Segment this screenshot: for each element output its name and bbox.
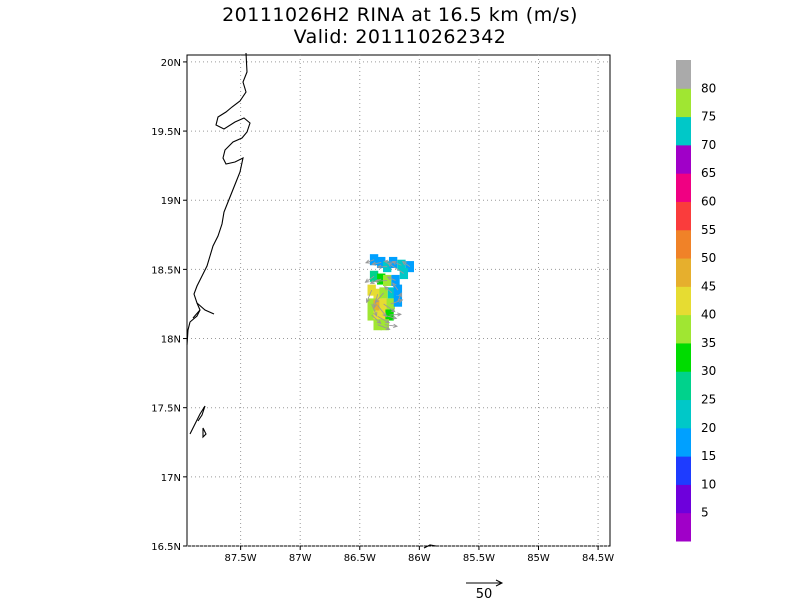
x-tick-label: 87W: [289, 553, 312, 564]
colorbar-segment: [676, 513, 691, 542]
colorbar-segment: [676, 173, 691, 202]
wind-speed-cell: [400, 268, 408, 279]
colorbar-segment: [676, 88, 691, 117]
colorbar-label: 40: [701, 308, 716, 322]
colorbar: 5 10 15 20 25 30 35 40 45 50 55 60 65 70 75 80: [676, 60, 716, 542]
colorbar-label: 65: [701, 166, 716, 180]
y-tick-label: 17.5N: [151, 404, 181, 415]
colorbar-label: 25: [701, 393, 716, 407]
colorbar-segment: [676, 484, 691, 513]
y-tick-label: 19N: [161, 196, 181, 207]
colorbar-segment: [676, 117, 691, 146]
y-tick-label: 19.5N: [151, 127, 181, 138]
colorbar-label: 75: [701, 110, 716, 124]
y-tick-label: 17N: [161, 473, 181, 484]
colorbar-label: 45: [701, 279, 716, 293]
coastline-cay: [203, 428, 206, 437]
colorbar-segment: [676, 400, 691, 429]
colorbar-label: 10: [701, 477, 716, 491]
wind-speed-cell: [387, 298, 395, 309]
coastline-bay: [193, 303, 214, 318]
colorbar-segment: [676, 286, 691, 315]
reference-vector-label: 50: [476, 587, 493, 600]
chart-title: 20111026H2 RINA at 16.5 km (m/s): [0, 4, 800, 26]
colorbar-segment: [676, 428, 691, 457]
y-tick-label: 20N: [161, 58, 181, 69]
x-tick-label: 87.5W: [225, 553, 257, 564]
chart-subtitle: Valid: 201110262342: [0, 26, 800, 48]
x-tick-label: 86W: [408, 553, 431, 564]
colorbar-label: 35: [701, 336, 716, 350]
colorbar-segment: [676, 456, 691, 485]
colorbar-segment: [676, 258, 691, 287]
y-tick-label: 16.5N: [151, 542, 181, 553]
y-tick-label: 18N: [161, 335, 181, 346]
colorbar-label: 15: [701, 449, 716, 463]
reference-vector: 50: [466, 580, 502, 600]
colorbar-segment: [676, 60, 691, 89]
x-tick-label: 86.5W: [344, 553, 376, 564]
colorbar-label: 80: [701, 81, 716, 95]
x-tick-label: 84.5W: [582, 553, 614, 564]
colorbar-label: 55: [701, 223, 716, 237]
x-tick-label: 85W: [527, 553, 550, 564]
colorbar-segment: [676, 230, 691, 259]
x-tick-label: 85.5W: [463, 553, 495, 564]
colorbar-label: 70: [701, 138, 716, 152]
colorbar-label: 60: [701, 194, 716, 208]
colorbar-segment: [676, 315, 691, 344]
colorbar-segment: [676, 343, 691, 372]
colorbar-segment: [676, 201, 691, 230]
colorbar-label: 20: [701, 421, 716, 435]
colorbar-segment: [676, 371, 691, 400]
colorbar-label: 50: [701, 251, 716, 265]
y-tick-label: 18.5N: [151, 265, 181, 276]
colorbar-segment: [676, 145, 691, 174]
colorbar-label: 5: [701, 506, 709, 520]
colorbar-label: 30: [701, 364, 716, 378]
